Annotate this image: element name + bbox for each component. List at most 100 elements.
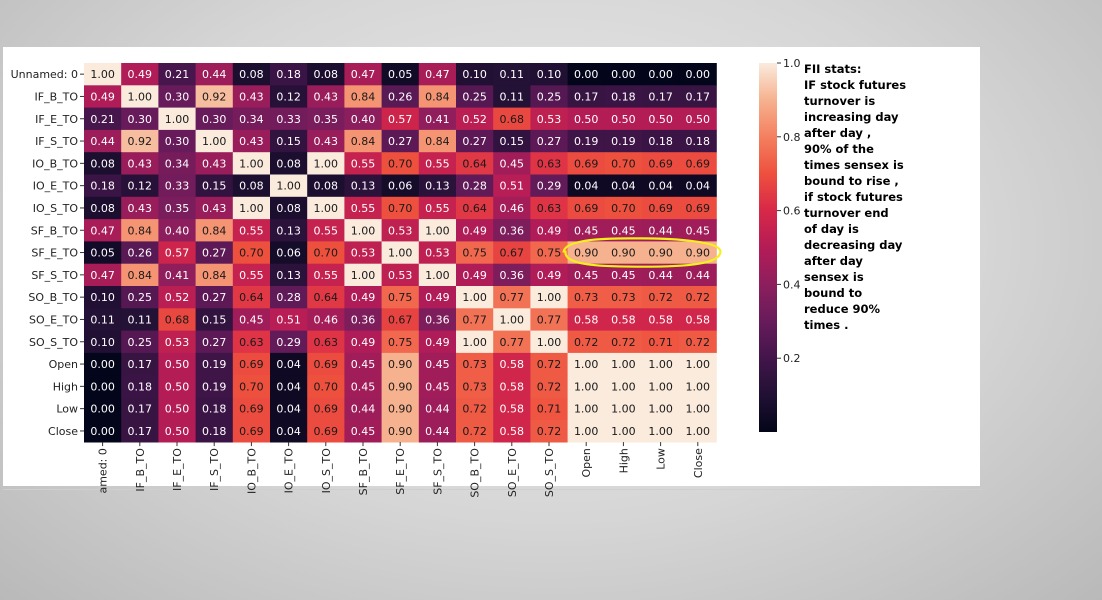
annotation-text: FII stats: IF stock futures turnover is … xyxy=(804,62,907,332)
heatmap-cell xyxy=(270,352,308,376)
heatmap-cell xyxy=(195,263,234,287)
heatmap-cell xyxy=(679,375,717,398)
heatmap-cell xyxy=(567,330,606,354)
cell-value-label: 0.50 xyxy=(165,425,190,438)
x-tick-label: IO_E_TO xyxy=(283,448,296,494)
cell-value-label: 0.69 xyxy=(648,202,673,215)
heatmap-cell xyxy=(270,330,308,354)
heatmap-cell xyxy=(493,330,531,354)
cell-value-label: 0.84 xyxy=(128,224,153,237)
cell-value-label: 0.27 xyxy=(202,336,227,349)
heatmap-cell xyxy=(493,196,531,220)
cell-value-label: 0.08 xyxy=(90,157,115,170)
heatmap-cell xyxy=(418,174,457,198)
heatmap-cell xyxy=(456,352,494,376)
cell-value-label: 0.15 xyxy=(500,135,525,148)
cell-value-label: 0.40 xyxy=(165,224,190,237)
cell-value-label: 1.00 xyxy=(574,358,599,371)
heatmap-cell xyxy=(604,85,643,108)
cell-value-label: 0.58 xyxy=(611,313,636,326)
heatmap-cell xyxy=(158,85,196,108)
cell-value-label: 0.45 xyxy=(425,358,450,371)
cell-value-label: 1.00 xyxy=(462,291,487,304)
heatmap-cell xyxy=(418,152,457,175)
cell-value-label: 0.04 xyxy=(276,425,301,438)
y-tick-label: IF_E_TO xyxy=(35,113,78,126)
heatmap-cell xyxy=(121,241,159,265)
heatmap-cell xyxy=(679,308,717,331)
heatmap-cell xyxy=(232,107,271,131)
y-tick-label: SF_S_TO xyxy=(31,269,78,282)
y-tick-label: SO_B_TO xyxy=(28,291,78,304)
cell-value-label: 0.51 xyxy=(500,180,525,193)
heatmap-cell xyxy=(195,174,234,198)
cell-value-label: 0.53 xyxy=(425,247,450,260)
heatmap-cell xyxy=(84,263,122,287)
cell-value-label: 0.18 xyxy=(276,68,301,81)
cell-value-label: 0.69 xyxy=(686,202,711,215)
x-tick-label: IO_S_TO xyxy=(320,448,333,494)
cell-value-label: 1.00 xyxy=(574,425,599,438)
cell-value-label: 0.30 xyxy=(128,113,153,126)
heatmap-cell xyxy=(381,174,420,198)
cell-value-label: 1.00 xyxy=(202,135,227,148)
heatmap-cell xyxy=(456,263,494,287)
heatmap-cell xyxy=(344,330,382,354)
heatmap-cell xyxy=(381,419,420,443)
cell-value-label: 0.18 xyxy=(648,135,673,148)
cell-value-label: 0.33 xyxy=(276,113,301,126)
heatmap-cell xyxy=(604,352,643,376)
heatmap-cell xyxy=(567,85,606,108)
heatmap-cell xyxy=(344,419,382,443)
cell-value-label: 0.75 xyxy=(388,336,413,349)
heatmap-cell xyxy=(530,219,568,242)
heatmap-cell xyxy=(604,107,643,131)
x-tick-label: SF_B_TO xyxy=(357,448,370,496)
cell-value-label: 0.72 xyxy=(648,291,673,304)
heatmap-cell xyxy=(232,85,271,108)
heatmap-cell xyxy=(642,63,680,86)
heatmap-cell xyxy=(195,286,234,309)
cell-value-label: 1.00 xyxy=(686,403,711,416)
heatmap-cell xyxy=(344,174,382,198)
cell-value-label: 0.04 xyxy=(611,180,636,193)
heatmap-cell xyxy=(307,196,345,220)
cell-value-label: 0.44 xyxy=(202,68,227,81)
cell-value-label: 0.75 xyxy=(388,291,413,304)
heatmap-cell xyxy=(195,219,234,242)
cell-value-label: 0.50 xyxy=(686,113,711,126)
heatmap-cell xyxy=(344,263,382,287)
heatmap-cell xyxy=(493,375,531,398)
heatmap-cell xyxy=(344,107,382,131)
heatmap-cell xyxy=(418,129,457,153)
heatmap-cell xyxy=(530,419,568,443)
cell-value-label: 0.53 xyxy=(537,113,562,126)
heatmap-cell xyxy=(456,419,494,443)
cell-value-label: 0.58 xyxy=(686,313,711,326)
heatmap-cell xyxy=(418,196,457,220)
heatmap-cell xyxy=(344,63,382,86)
cell-value-label: 0.11 xyxy=(128,313,153,326)
x-tick-label: Close xyxy=(692,448,705,478)
cell-value-label: 1.00 xyxy=(537,291,562,304)
heatmap-cell xyxy=(679,397,717,421)
cell-value-label: 0.04 xyxy=(574,180,599,193)
cell-value-label: 0.90 xyxy=(388,358,413,371)
heatmap-cell xyxy=(418,219,457,242)
cell-value-label: 0.52 xyxy=(462,113,487,126)
heatmap-cell xyxy=(270,85,308,108)
cell-value-label: 0.84 xyxy=(425,135,450,148)
x-tick-label: IF_S_TO xyxy=(208,448,221,491)
heatmap-cell xyxy=(158,419,196,443)
cell-value-label: 0.47 xyxy=(90,224,115,237)
heatmap-cell xyxy=(642,219,680,242)
heatmap-cell xyxy=(679,174,717,198)
heatmap-cell xyxy=(604,152,643,175)
heatmap-cell xyxy=(121,375,159,398)
cell-value-label: 0.18 xyxy=(128,380,153,393)
cell-value-label: 0.69 xyxy=(648,157,673,170)
heatmap-cell xyxy=(530,152,568,175)
heatmap-cell xyxy=(567,129,606,153)
heatmap-cell xyxy=(270,174,308,198)
cell-value-label: 1.00 xyxy=(611,425,636,438)
